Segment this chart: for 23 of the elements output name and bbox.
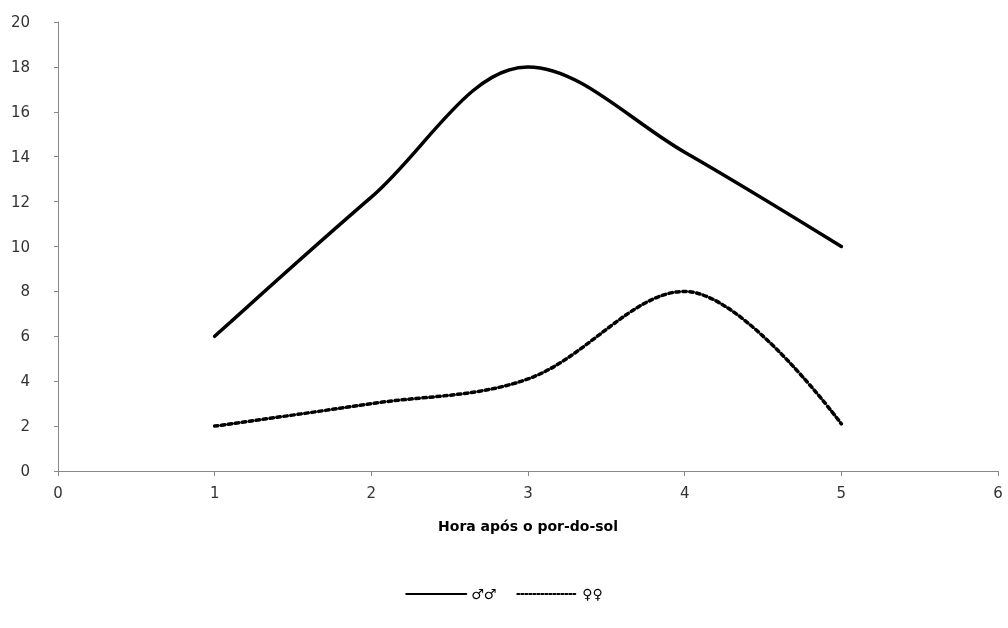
y-tick-label: 0 <box>20 462 30 480</box>
y-tick-label: 10 <box>10 237 30 256</box>
y-tick-label: 18 <box>10 57 30 76</box>
x-tick-label: 1 <box>209 483 220 502</box>
line-series <box>212 65 844 339</box>
y-tick-label: 4 <box>20 372 30 391</box>
y-tick-label: 8 <box>20 282 30 301</box>
y-tick-label: 12 <box>10 192 30 211</box>
y-tick-label: 16 <box>10 102 30 121</box>
legend-label: ♂♂ <box>471 586 497 602</box>
x-axis-title: Hora após o por-do-sol <box>438 518 618 534</box>
x-tick-label: 6 <box>993 483 1003 502</box>
x-tick-label: 3 <box>523 483 533 502</box>
legend-label: ♀♀ <box>582 586 603 602</box>
x-tick-label: 0 <box>53 483 63 502</box>
y-tick-label: 2 <box>20 417 30 436</box>
x-tick-label: 2 <box>366 483 377 502</box>
y-tick-label: 14 <box>10 147 30 166</box>
x-tick-label: 5 <box>836 483 847 502</box>
x-tick-label: 4 <box>679 483 690 502</box>
y-tick-label: 6 <box>20 327 30 346</box>
line-series <box>212 289 844 428</box>
y-tick-label: 20 <box>10 13 30 31</box>
